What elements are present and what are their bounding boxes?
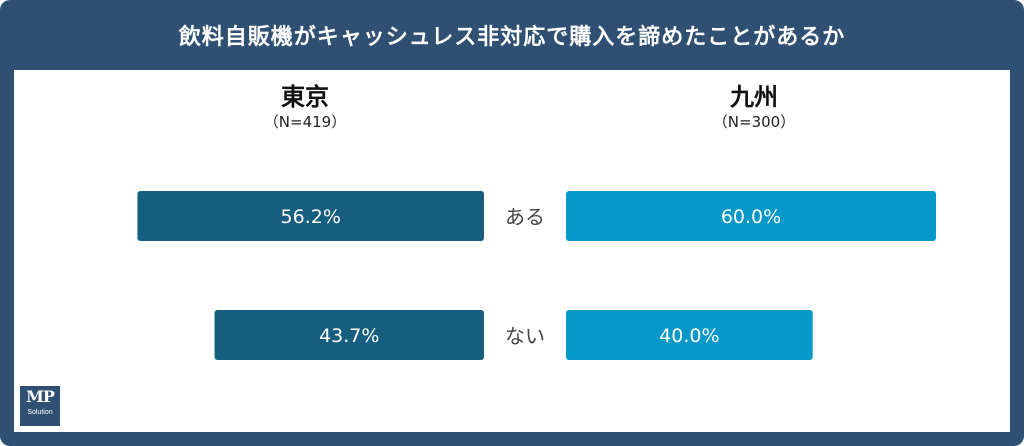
column-header-kyushu: 九州 （N=300） (654, 82, 854, 132)
data-label-tokyo-1: 43.7% (319, 325, 379, 347)
mp-solution-logo: MP Solution (20, 386, 60, 426)
bar-tokyo-1 (214, 310, 484, 360)
column-name-kyushu: 九州 (730, 83, 778, 111)
bar-tokyo-0 (137, 191, 484, 241)
data-label-tokyo-0: 56.2% (281, 206, 341, 228)
logo-sub-text: Solution (27, 409, 53, 416)
chart-title: 飲料自販機がキャッシュレス非対応で購入を諦めたことがあるか (178, 25, 846, 50)
category-label-0: ある (505, 205, 545, 229)
chart-panel (14, 70, 1010, 432)
category-label-1: ない (505, 324, 545, 348)
bar-kyushu-0 (566, 191, 936, 241)
data-label-kyushu-0: 60.0% (721, 206, 781, 228)
column-name-tokyo: 東京 (281, 83, 329, 111)
logo-main-text: MP (26, 387, 55, 406)
column-n-kyushu: （N=300） (712, 113, 796, 131)
bar-kyushu-1 (566, 310, 813, 360)
data-label-kyushu-1: 40.0% (659, 325, 719, 347)
column-header-tokyo: 東京 （N=419） (205, 82, 405, 132)
column-n-tokyo: （N=419） (263, 113, 347, 131)
